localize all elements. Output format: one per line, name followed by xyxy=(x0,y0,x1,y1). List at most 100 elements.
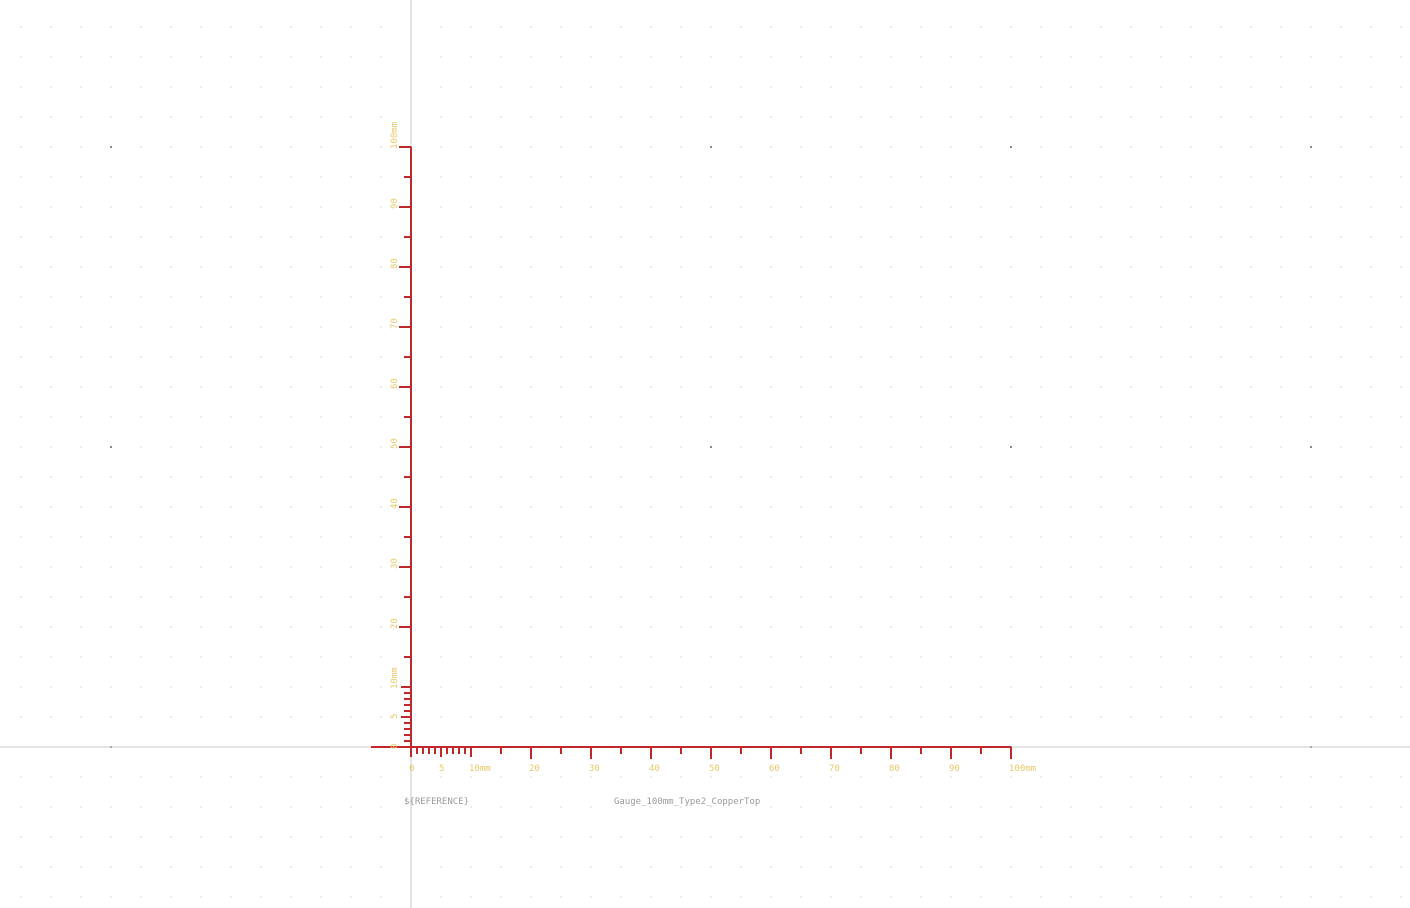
grid-dot xyxy=(230,626,232,628)
grid-dot xyxy=(140,26,142,28)
grid-dot xyxy=(1220,806,1222,808)
grid-dot xyxy=(170,446,172,448)
grid-dot xyxy=(920,626,922,628)
value-field[interactable]: Gauge_100mm_Type2_CopperTop xyxy=(614,797,760,807)
grid-dot xyxy=(1070,356,1072,358)
gauge-label-horizontal: 50 xyxy=(709,764,720,774)
grid-dot xyxy=(680,506,682,508)
grid-dot xyxy=(80,206,82,208)
grid-dot xyxy=(800,236,802,238)
grid-dot xyxy=(800,26,802,28)
grid-dot xyxy=(1190,416,1192,418)
grid-dot xyxy=(1100,146,1102,148)
grid-dot xyxy=(470,536,472,538)
grid-dot xyxy=(260,56,262,58)
grid-dot xyxy=(1310,296,1312,298)
grid-dot xyxy=(290,86,292,88)
grid-dot xyxy=(440,26,442,28)
grid-dot xyxy=(1280,446,1282,448)
grid-dot xyxy=(1280,356,1282,358)
grid-dot xyxy=(620,116,622,118)
grid-dot xyxy=(740,476,742,478)
grid-dot xyxy=(140,776,142,778)
grid-dot xyxy=(260,626,262,628)
grid-dot xyxy=(530,356,532,358)
grid-dot xyxy=(950,326,952,328)
grid-dot xyxy=(950,56,952,58)
grid-dot xyxy=(680,866,682,868)
grid-dot xyxy=(140,446,142,448)
grid-dot xyxy=(200,206,202,208)
grid-dot xyxy=(1130,176,1132,178)
grid-dot xyxy=(800,146,802,148)
grid-dot xyxy=(590,266,592,268)
grid-dot xyxy=(530,476,532,478)
grid-dot xyxy=(890,446,892,448)
grid-dot xyxy=(590,536,592,538)
grid-dot xyxy=(710,806,712,808)
grid-dot xyxy=(230,236,232,238)
grid-dot xyxy=(980,326,982,328)
grid-dot xyxy=(80,446,82,448)
grid-dot xyxy=(230,596,232,598)
grid-dot xyxy=(1040,896,1042,898)
grid-dot xyxy=(1130,326,1132,328)
grid-dot xyxy=(1250,386,1252,388)
grid-dot xyxy=(200,566,202,568)
grid-dot xyxy=(1370,716,1372,718)
grid-dot xyxy=(560,416,562,418)
grid-dot xyxy=(1310,866,1312,868)
grid-dot xyxy=(320,176,322,178)
grid-dot xyxy=(20,266,22,268)
grid-dot xyxy=(980,236,982,238)
grid-dot xyxy=(1190,206,1192,208)
grid-dot xyxy=(80,506,82,508)
grid-dot xyxy=(920,566,922,568)
grid-dot xyxy=(830,596,832,598)
grid-dot xyxy=(1280,236,1282,238)
grid-dot xyxy=(1010,386,1012,388)
grid-dot xyxy=(920,56,922,58)
grid-dot xyxy=(470,656,472,658)
grid-dot xyxy=(530,86,532,88)
grid-dot xyxy=(920,716,922,718)
grid-dot xyxy=(680,386,682,388)
grid-dot xyxy=(170,866,172,868)
grid-dot xyxy=(800,776,802,778)
grid-dot xyxy=(1040,716,1042,718)
grid-dot xyxy=(770,416,772,418)
grid-dot xyxy=(110,266,112,268)
grid-dot xyxy=(890,806,892,808)
grid-dot xyxy=(710,656,712,658)
grid-dot xyxy=(500,896,502,898)
grid-dot xyxy=(770,536,772,538)
footprint-texts[interactable]: ${REFERENCE} Gauge_100mm_Type2_CopperTop xyxy=(404,797,760,807)
grid-dot xyxy=(620,446,622,448)
grid-dot xyxy=(440,536,442,538)
grid-dot xyxy=(950,116,952,118)
grid-dot xyxy=(710,356,712,358)
grid-dot xyxy=(1190,596,1192,598)
grid-dot xyxy=(620,86,622,88)
grid-dot xyxy=(590,86,592,88)
grid-dot xyxy=(830,236,832,238)
grid-dot xyxy=(830,416,832,418)
grid-dot xyxy=(1040,296,1042,298)
grid-dot xyxy=(380,356,382,358)
ruler-gauge[interactable] xyxy=(371,146,1012,759)
grid-dot xyxy=(230,506,232,508)
grid-dot xyxy=(1250,716,1252,718)
grid-dot xyxy=(770,116,772,118)
grid-dot xyxy=(500,176,502,178)
grid-dot xyxy=(980,146,982,148)
grid-dot xyxy=(230,716,232,718)
reference-field[interactable]: ${REFERENCE} xyxy=(404,797,469,807)
grid-dot xyxy=(800,56,802,58)
grid-dot xyxy=(800,716,802,718)
grid-dot xyxy=(1400,146,1402,148)
grid-dot xyxy=(1100,176,1102,178)
grid-dot xyxy=(500,446,502,448)
grid-dot xyxy=(1070,686,1072,688)
